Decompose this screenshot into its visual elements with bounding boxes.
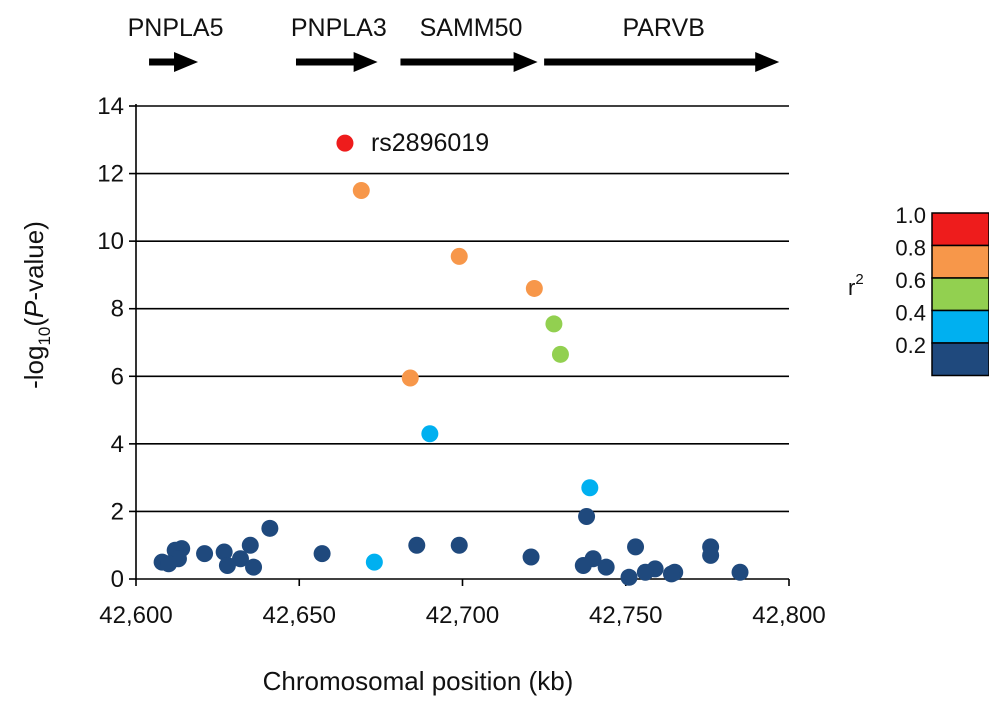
snp-point (450, 247, 468, 265)
y-tick-label: 14 (97, 93, 124, 120)
x-tick-label: 42,750 (589, 602, 662, 629)
y-tick-label: 0 (111, 566, 124, 593)
snp-point (545, 315, 563, 333)
snp-point (215, 543, 233, 561)
snp-point (241, 536, 259, 554)
gene-label: PNPLA3 (291, 14, 387, 42)
legend-title-sup: 2 (855, 271, 863, 288)
snp-point (731, 563, 749, 581)
y-tick-label: 10 (97, 228, 124, 255)
legend-title-base: r (848, 275, 855, 300)
y-tick-label: 8 (111, 296, 124, 323)
y-tick-labels: 0 2 4 6 8 10 12 14 (97, 93, 136, 593)
legend-label: 0.4 (895, 301, 926, 326)
snp-point (245, 558, 263, 576)
axes (135, 104, 789, 580)
legend-label: 1.0 (895, 203, 926, 228)
snp-point (401, 369, 419, 387)
snp-point (574, 556, 592, 574)
snp-point (196, 545, 214, 563)
snp-point (160, 555, 178, 573)
snp-point (636, 563, 654, 581)
legend-swatch (931, 342, 989, 377)
gene-arrow-head (353, 52, 378, 72)
x-tick-label: 42,700 (426, 602, 499, 629)
snp-point (261, 519, 279, 537)
y-axis-label-post: -value) (19, 221, 49, 300)
legend-label: 0.6 (895, 268, 926, 293)
lead-snp-label: rs2896019 (371, 129, 489, 157)
gene-arrow-head (513, 52, 538, 72)
gene-label: PARVB (622, 14, 704, 42)
gene-arrow-head (174, 52, 199, 72)
legend-label: 0.8 (895, 236, 926, 261)
y-tick-label: 12 (97, 161, 124, 188)
gridlines (136, 105, 789, 513)
snp-point (551, 345, 569, 363)
snp-point (218, 556, 236, 574)
snp-points (153, 134, 749, 586)
y-axis-label-italic: P (19, 300, 49, 318)
snp-point (365, 553, 383, 571)
gene-label: PNPLA5 (128, 14, 224, 42)
x-tick-label: 42,600 (99, 602, 172, 629)
snp-point (620, 568, 638, 586)
y-tick-label: 6 (111, 363, 124, 390)
gene-track: PNPLA5 PNPLA3 SAMM50 PARVB (128, 14, 780, 72)
y-axis-label: -log10(P-value) (19, 221, 54, 389)
x-tick-label: 42,650 (263, 602, 336, 629)
y-tick-label: 2 (111, 498, 124, 525)
snp-point (421, 425, 439, 443)
snp-point (597, 558, 615, 576)
legend-swatch (931, 212, 989, 247)
snp-point (578, 507, 596, 525)
snp-point (450, 536, 468, 554)
y-axis-label-pre: -log (19, 346, 49, 389)
snp-point (408, 536, 426, 554)
snp-point (231, 550, 249, 568)
snp-point (522, 548, 540, 566)
legend-swatch (931, 244, 989, 279)
gene-arrow-head (755, 52, 780, 72)
legend-label: 0.2 (895, 333, 926, 358)
snp-point (313, 545, 331, 563)
snp-point (581, 479, 599, 497)
x-tick-label: 42,800 (752, 602, 825, 629)
y-axis-label-open: ( (19, 318, 49, 327)
snp-point (336, 134, 354, 152)
y-axis-label-sub: 10 (35, 327, 54, 346)
x-tick-labels: 42,600 42,650 42,700 42,750 42,800 (99, 579, 826, 629)
snp-point (525, 279, 543, 297)
legend-swatch (931, 309, 989, 344)
r2-legend: 1.0 0.8 0.6 0.4 0.2 r2 (848, 203, 989, 377)
legend-swatch (931, 277, 989, 312)
snp-point (627, 538, 645, 556)
x-axis-label: Chromosomal position (kb) (263, 666, 574, 696)
snp-point (702, 546, 720, 564)
gene-label: SAMM50 (420, 14, 523, 42)
snp-point (662, 565, 680, 583)
y-tick-label: 4 (111, 431, 124, 458)
legend-title: r2 (848, 271, 864, 300)
snp-point (352, 181, 370, 199)
